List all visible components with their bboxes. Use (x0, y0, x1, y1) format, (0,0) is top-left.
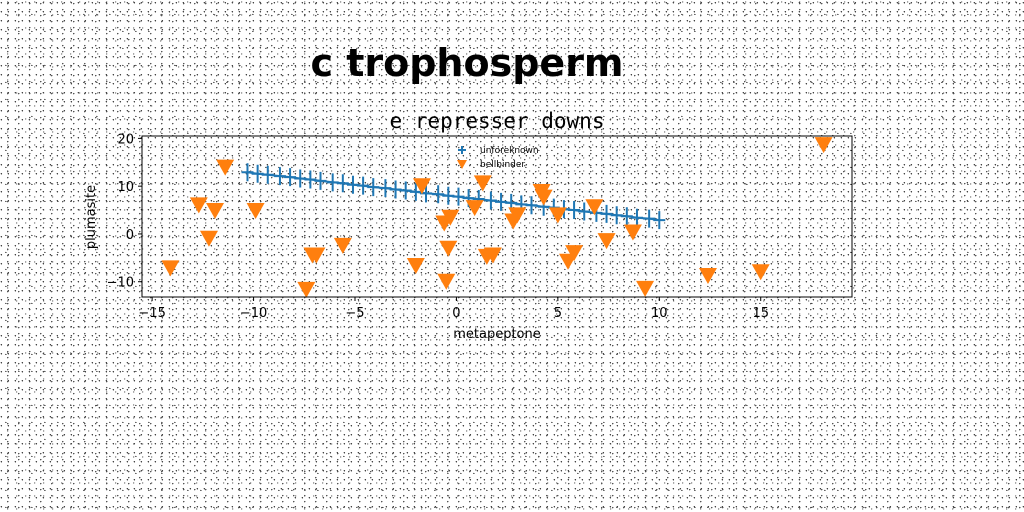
plus-point (389, 180, 402, 199)
y-axis-label: plumasite (84, 185, 99, 249)
plus-point (495, 192, 508, 211)
plus-point (620, 207, 633, 226)
triangle-point (307, 247, 326, 264)
plus-point (432, 185, 445, 204)
triangle-point (439, 240, 458, 257)
y-tick-label: −10 (107, 276, 134, 291)
plus-point (399, 181, 412, 200)
plus-point (610, 206, 623, 225)
plus-point (357, 176, 370, 195)
triangle-point (534, 189, 553, 206)
triangle-point (441, 209, 460, 226)
triangle-point (698, 268, 717, 285)
triangle-point (814, 137, 833, 154)
x-tick-label: −10 (240, 306, 267, 321)
x-tick-label: 10 (651, 306, 668, 321)
y-tick-label: 10 (117, 180, 134, 195)
plus-point (484, 191, 497, 210)
legend-marker-unforeknown (458, 146, 466, 154)
x-tick-label: 5 (554, 306, 562, 321)
x-axis-label: metapeptone (453, 327, 541, 342)
x-tick-label: −5 (345, 306, 364, 321)
x-tick-label: 0 (452, 306, 460, 321)
plus-point (442, 186, 455, 205)
plus-point (261, 165, 274, 184)
triangle-point (189, 197, 208, 214)
plus-point (600, 204, 613, 223)
plus-point (367, 178, 380, 197)
plus-point (630, 208, 643, 227)
plus-point (251, 164, 264, 183)
triangle-point (412, 178, 431, 195)
x-tick-label: −15 (138, 306, 165, 321)
triangle-point (161, 260, 180, 277)
triangle-point (636, 280, 655, 297)
triangle-point (483, 247, 502, 264)
triangle-point (333, 237, 352, 254)
legend-marker-bellbinder (457, 160, 467, 169)
triangle-point (199, 230, 218, 247)
plus-point (568, 201, 581, 220)
plus-point (241, 163, 254, 182)
triangle-point (548, 207, 567, 224)
triangle-point (206, 203, 225, 220)
triangle-point (597, 233, 616, 250)
plus-point (409, 182, 422, 201)
legend-label-bellbinder: bellbinder (480, 160, 525, 170)
triangle-point (751, 264, 770, 281)
triangle-point (465, 200, 484, 217)
plus-point (314, 171, 327, 190)
plus-point (643, 209, 656, 228)
axes-title: e represser downs (390, 109, 605, 133)
y-axis: −10 0 10 20 (107, 132, 142, 291)
x-axis: −15 −10 −5 0 5 10 15 (138, 297, 769, 321)
triangle-point (297, 281, 316, 298)
plus-point (379, 179, 392, 198)
plus-point (294, 169, 307, 188)
legend: unforeknown bellbinder (457, 146, 539, 170)
plus-point (336, 174, 349, 193)
triangle-point (565, 245, 584, 262)
plus-point (452, 187, 465, 206)
triangle-point (623, 224, 642, 241)
triangle-point (585, 199, 604, 216)
triangle-point (406, 257, 425, 274)
plus-point (525, 196, 538, 215)
plus-point (346, 175, 359, 194)
triangle-point (246, 203, 265, 220)
y-tick-label: 20 (117, 132, 134, 147)
plus-point (304, 170, 317, 189)
plus-point (326, 173, 339, 192)
plot-area (161, 137, 833, 298)
plus-point (653, 211, 666, 230)
y-tick-label: 0 (126, 228, 134, 243)
triangle-point (437, 273, 456, 290)
plus-point (284, 168, 297, 187)
triangle-point (508, 207, 527, 224)
triangle-point (216, 159, 235, 176)
x-tick-label: 15 (752, 306, 769, 321)
triangle-point (473, 175, 492, 192)
plus-point (578, 202, 591, 221)
plus-point (273, 167, 286, 186)
axes-frame (141, 135, 853, 298)
legend-label-unforeknown: unforeknown (480, 146, 539, 156)
figure-suptitle: c trophosperm (310, 41, 623, 85)
